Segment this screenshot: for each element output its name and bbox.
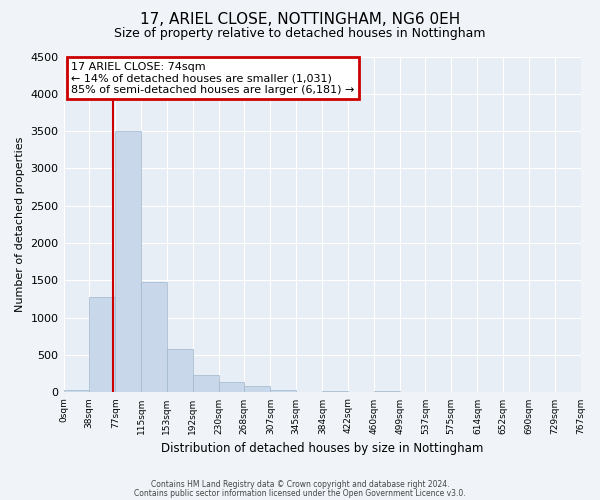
- Text: Size of property relative to detached houses in Nottingham: Size of property relative to detached ho…: [114, 28, 486, 40]
- Bar: [64, 390, 89, 392]
- Bar: [244, 386, 271, 392]
- Bar: [193, 374, 218, 392]
- Bar: [218, 382, 244, 392]
- Text: Contains HM Land Registry data © Crown copyright and database right 2024.: Contains HM Land Registry data © Crown c…: [151, 480, 449, 489]
- Bar: [89, 297, 115, 392]
- Text: 17 ARIEL CLOSE: 74sqm
← 14% of detached houses are smaller (1,031)
85% of semi-d: 17 ARIEL CLOSE: 74sqm ← 14% of detached …: [71, 62, 355, 94]
- Bar: [115, 131, 141, 392]
- Bar: [141, 282, 167, 393]
- Y-axis label: Number of detached properties: Number of detached properties: [15, 137, 25, 312]
- Text: Contains public sector information licensed under the Open Government Licence v3: Contains public sector information licen…: [134, 488, 466, 498]
- Bar: [322, 391, 348, 392]
- Text: 17, ARIEL CLOSE, NOTTINGHAM, NG6 0EH: 17, ARIEL CLOSE, NOTTINGHAM, NG6 0EH: [140, 12, 460, 28]
- Bar: [167, 349, 193, 393]
- Bar: [271, 390, 296, 392]
- X-axis label: Distribution of detached houses by size in Nottingham: Distribution of detached houses by size …: [161, 442, 483, 455]
- Bar: [374, 391, 400, 392]
